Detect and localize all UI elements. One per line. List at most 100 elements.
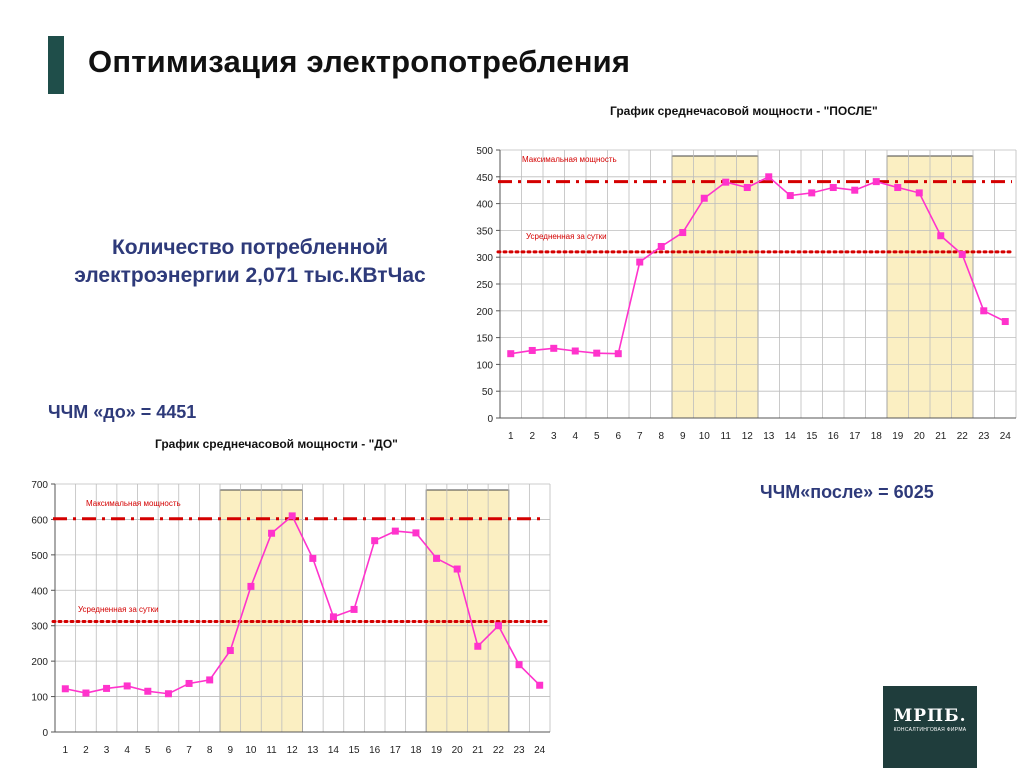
chart-title-before: График среднечасовой мощности - "ДО" [155, 437, 398, 451]
x-tick-label: 1 [63, 745, 69, 756]
data-point [657, 242, 665, 250]
x-tick-label: 20 [914, 431, 926, 442]
data-point [743, 184, 751, 192]
data-point [226, 647, 234, 655]
y-tick-label: 200 [31, 657, 48, 668]
x-tick-label: 6 [166, 745, 172, 756]
x-tick-label: 18 [410, 745, 422, 756]
x-tick-label: 24 [534, 745, 546, 756]
data-point [144, 687, 152, 695]
data-point [474, 642, 482, 650]
y-tick-label: 100 [31, 693, 48, 704]
data-point [980, 307, 988, 315]
x-tick-label: 11 [266, 745, 277, 756]
page-title: Оптимизация электропотребления [88, 44, 631, 79]
y-tick-label: 300 [31, 622, 48, 633]
data-point [61, 685, 69, 693]
data-point [82, 689, 90, 697]
x-tick-label: 14 [328, 745, 340, 756]
x-tick-label: 13 [763, 431, 775, 442]
x-tick-label: 9 [680, 431, 686, 442]
x-tick-label: 8 [658, 431, 664, 442]
x-tick-label: 3 [104, 745, 110, 756]
y-tick-label: 600 [31, 515, 48, 526]
data-point [786, 192, 794, 200]
x-tick-label: 1 [508, 431, 514, 442]
x-tick-label: 11 [721, 431, 732, 442]
data-point [247, 582, 255, 590]
data-point [571, 347, 579, 355]
data-point [391, 527, 399, 535]
x-tick-label: 3 [551, 431, 557, 442]
x-tick-label: 15 [806, 431, 818, 442]
x-tick-label: 9 [228, 745, 234, 756]
company-logo: МРПБ. КОНСАЛТИНГОВАЯ ФИРМА [883, 686, 977, 768]
data-point [123, 682, 131, 690]
data-point [636, 258, 644, 266]
data-point [309, 554, 317, 562]
reference-label-avg: Усредненная за сутки [526, 232, 607, 241]
x-tick-label: 7 [186, 745, 192, 756]
y-tick-label: 400 [476, 200, 493, 211]
x-tick-label: 8 [207, 745, 213, 756]
x-tick-label: 10 [699, 431, 711, 442]
x-tick-label: 4 [124, 745, 130, 756]
data-point [164, 690, 172, 698]
data-point [679, 229, 687, 237]
x-tick-label: 13 [307, 745, 319, 756]
x-tick-label: 12 [287, 745, 299, 756]
x-tick-label: 22 [493, 745, 505, 756]
data-point [915, 189, 923, 197]
data-point [536, 681, 544, 689]
x-tick-label: 20 [452, 745, 464, 756]
data-point [700, 194, 708, 202]
x-tick-label: 2 [83, 745, 89, 756]
data-point [829, 184, 837, 192]
chm-after-value: ЧЧМ«после» = 6025 [760, 482, 934, 502]
logo-mark: МРПБ. [893, 706, 967, 726]
y-tick-label: 300 [476, 253, 493, 264]
data-point [1001, 318, 1009, 326]
data-point [937, 232, 945, 240]
data-point [329, 613, 337, 621]
data-point [371, 537, 379, 545]
y-tick-label: 400 [31, 586, 48, 597]
data-point [872, 178, 880, 186]
y-tick-label: 100 [476, 360, 493, 371]
title-accent-bar [48, 36, 64, 94]
y-tick-label: 0 [487, 414, 493, 425]
data-point [722, 178, 730, 186]
data-point [288, 512, 296, 520]
x-tick-label: 5 [594, 431, 600, 442]
x-tick-label: 4 [572, 431, 578, 442]
data-point [268, 529, 276, 537]
data-point [206, 676, 214, 684]
data-point [528, 346, 536, 354]
x-tick-label: 21 [935, 431, 947, 442]
x-tick-label: 22 [957, 431, 969, 442]
x-tick-label: 23 [514, 745, 526, 756]
data-point [593, 349, 601, 357]
y-tick-label: 700 [31, 480, 48, 491]
data-point [894, 184, 902, 192]
logo-caption: КОНСАЛТИНГОВАЯ ФИРМА [893, 727, 967, 733]
data-point [958, 251, 966, 259]
x-tick-label: 2 [529, 431, 535, 442]
data-point [412, 529, 420, 537]
x-tick-label: 16 [828, 431, 840, 442]
y-tick-label: 50 [482, 387, 494, 398]
x-tick-label: 14 [785, 431, 797, 442]
data-point [103, 684, 111, 692]
chart-title-after: График среднечасовой мощности - "ПОСЛЕ" [610, 104, 878, 118]
x-tick-label: 6 [615, 431, 621, 442]
x-tick-label: 5 [145, 745, 151, 756]
x-tick-label: 24 [1000, 431, 1012, 442]
series-line [510, 175, 1006, 355]
y-tick-label: 150 [476, 334, 493, 345]
y-tick-label: 0 [42, 728, 48, 739]
x-tick-label: 23 [978, 431, 990, 442]
x-tick-label: 10 [245, 745, 257, 756]
data-point [614, 350, 622, 358]
